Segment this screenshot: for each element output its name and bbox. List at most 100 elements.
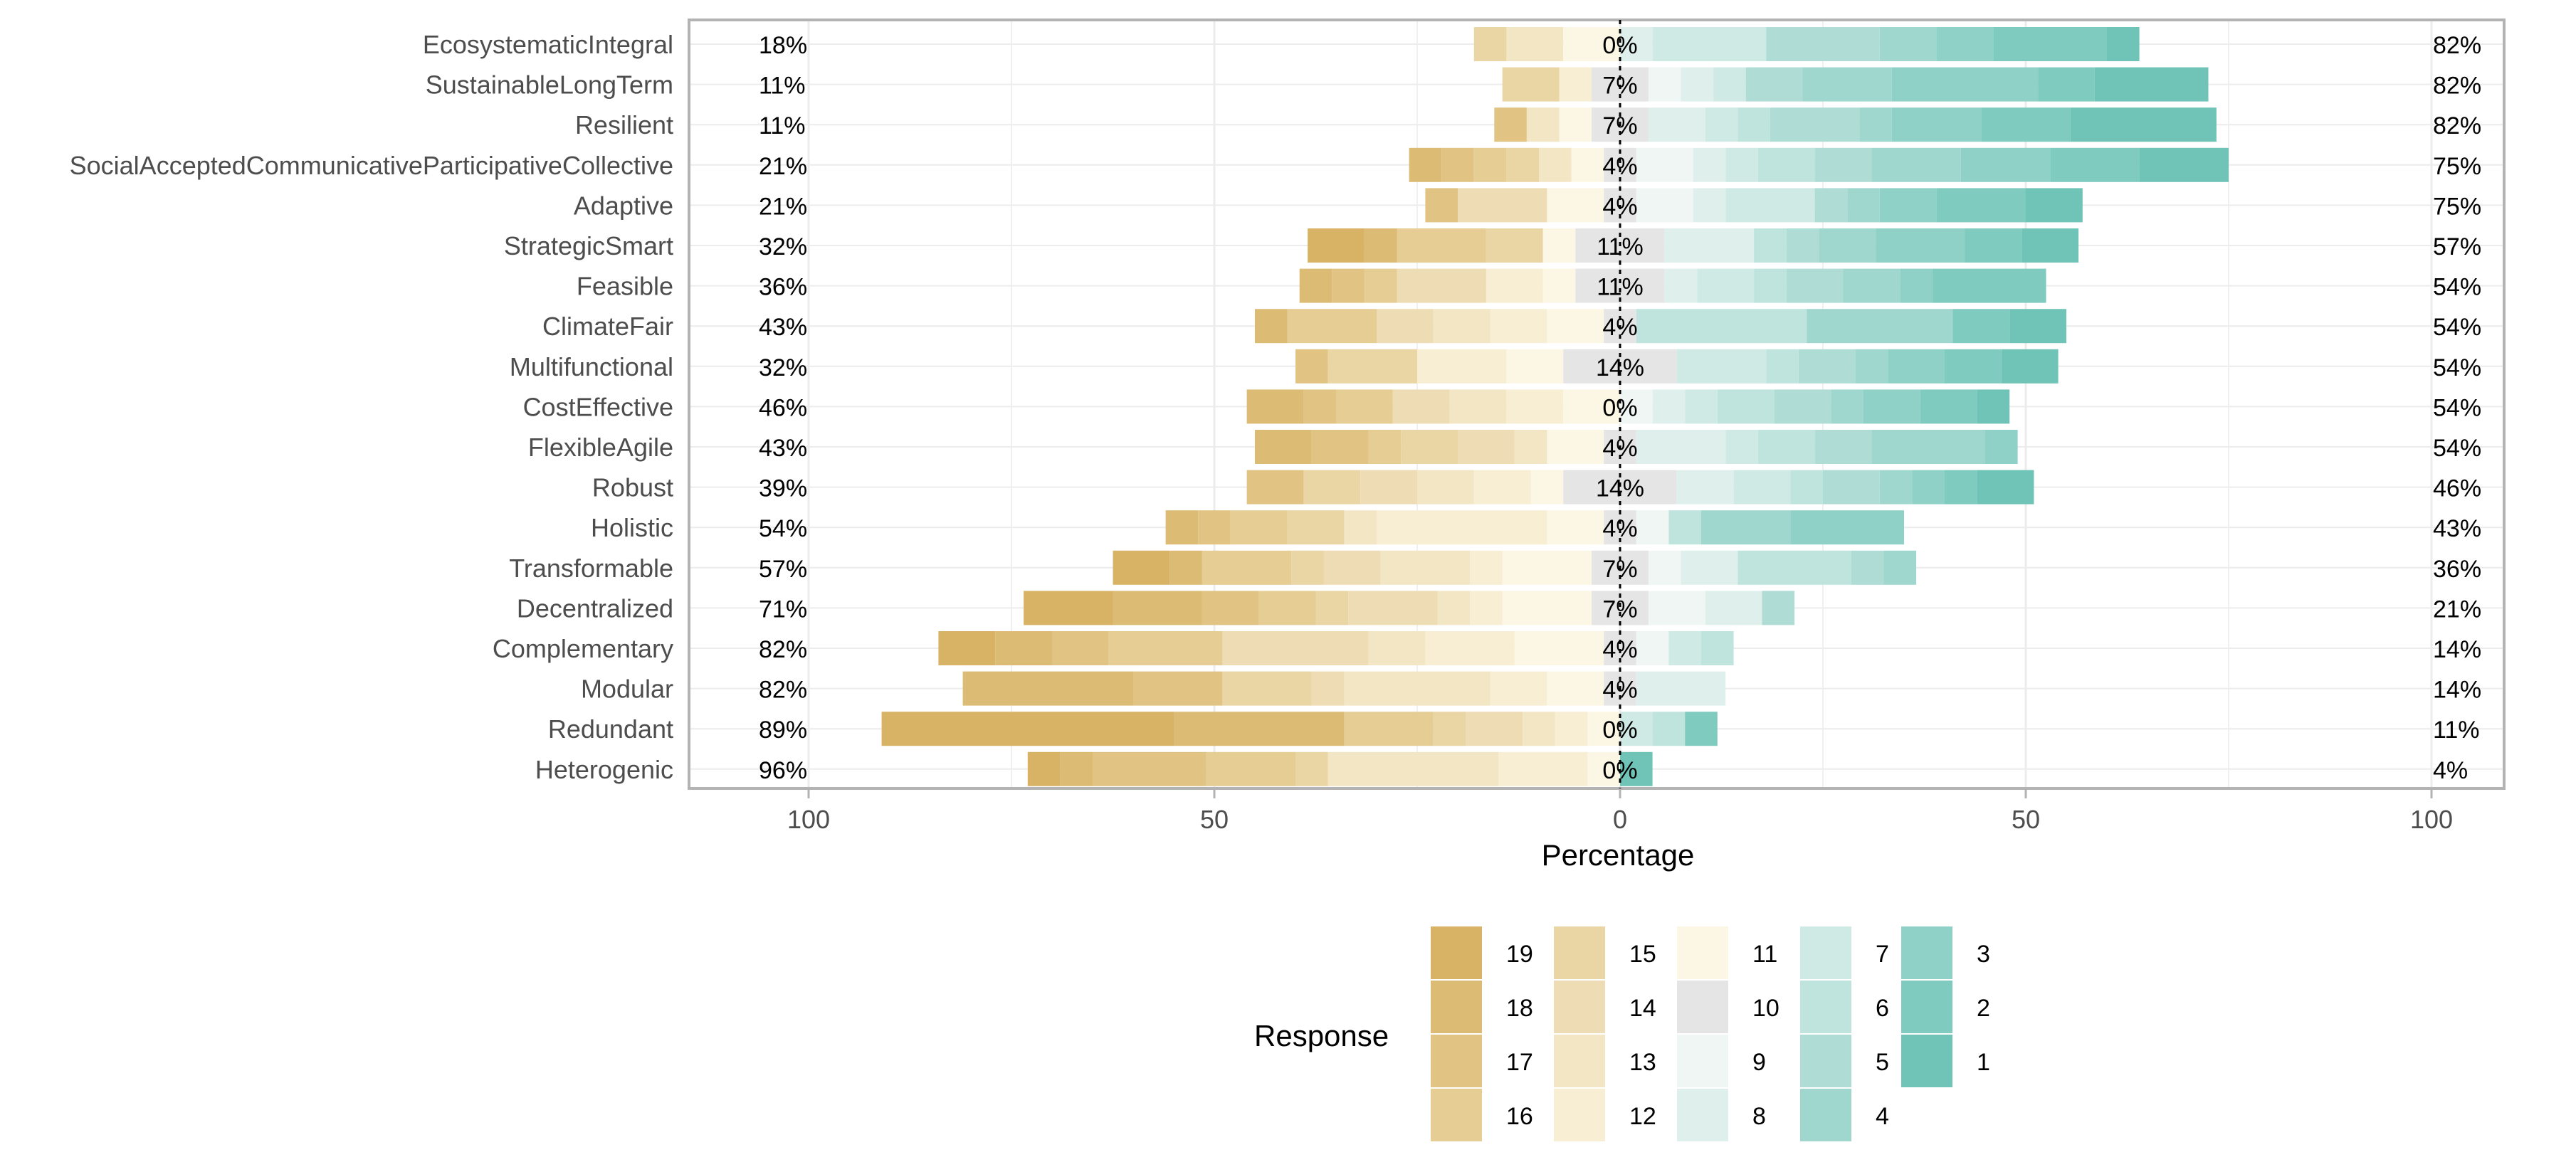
neutral-percent-label: 0% — [1602, 394, 1637, 421]
bar-segment-17 — [1093, 751, 1206, 786]
bar-segment-1 — [2001, 349, 2059, 384]
bar-segment-18 — [1165, 510, 1199, 545]
high-percent-label: 82% — [2433, 112, 2481, 139]
bar-segment-11 — [1547, 430, 1604, 464]
bar-segment-8 — [1705, 591, 1762, 625]
low-percent-label: 46% — [759, 394, 807, 421]
bar-segment-4 — [1871, 430, 1985, 464]
bar-segment-5 — [1851, 550, 1884, 585]
legend-key-12 — [1554, 1089, 1605, 1141]
bar-segment-7 — [1725, 430, 1758, 464]
low-percent-label: 39% — [759, 475, 807, 502]
bar-segment-18 — [995, 631, 1052, 665]
bar-segment-4 — [1843, 268, 1901, 303]
bar-segment-6 — [1636, 309, 1807, 344]
bar-segment-8 — [1664, 268, 1698, 303]
bar-segment-4 — [1701, 510, 1791, 545]
bar-segment-15 — [1287, 510, 1345, 545]
bar-segment-11 — [1547, 510, 1604, 545]
legend-key-16 — [1431, 1089, 1482, 1141]
category-label: SocialAcceptedCommunicativeParticipative… — [70, 151, 673, 180]
bar-segment-5 — [1762, 591, 1795, 625]
bar-segment-6 — [1754, 228, 1787, 263]
bar-segment-7 — [1652, 27, 1767, 61]
bar-segment-16 — [1368, 430, 1402, 464]
bar-segment-17 — [1198, 510, 1231, 545]
bar-segment-13 — [1368, 631, 1426, 665]
bar-segment-13 — [1328, 751, 1498, 786]
low-percent-label: 71% — [759, 596, 807, 623]
bar-segment-16 — [1202, 550, 1292, 585]
high-percent-label: 54% — [2433, 274, 2481, 301]
bar-segment-19 — [1113, 550, 1170, 585]
bar-segment-7 — [1685, 389, 1718, 424]
bar-segment-18 — [962, 671, 1133, 706]
x-tick-label: 100 — [2410, 805, 2453, 834]
bar-segment-2 — [1936, 188, 2026, 223]
bar-segment-4 — [1807, 309, 1953, 344]
legend-label: 7 — [1876, 941, 1889, 968]
bar-segment-16 — [1258, 591, 1316, 625]
low-percent-label: 57% — [759, 556, 807, 583]
legend-label: 13 — [1629, 1049, 1656, 1076]
bar-segment-2 — [2050, 147, 2140, 182]
bar-segment-2 — [1920, 389, 1977, 424]
high-percent-label: 54% — [2433, 435, 2481, 462]
bar-segment-16 — [1287, 309, 1377, 344]
neutral-percent-label: 4% — [1602, 515, 1637, 542]
bar-segment-15 — [1222, 671, 1312, 706]
bar-segment-8 — [1664, 228, 1755, 263]
legend-key-9 — [1677, 1035, 1728, 1087]
legend-label: 17 — [1506, 1049, 1533, 1076]
bar-segment-1 — [2026, 188, 2083, 223]
bar-segment-3 — [1900, 268, 1933, 303]
bar-segment-8 — [1648, 107, 1705, 142]
neutral-percent-label: 4% — [1602, 435, 1637, 462]
bar-segment-14 — [1311, 671, 1345, 706]
bar-segment-11 — [1587, 751, 1620, 786]
bar-segment-5 — [1823, 470, 1880, 505]
bar-segment-16 — [1344, 712, 1434, 746]
bar-segment-7 — [1676, 349, 1767, 384]
bar-segment-8 — [1652, 389, 1686, 424]
high-percent-label: 14% — [2433, 636, 2481, 663]
bar-segment-16 — [1473, 147, 1507, 182]
bar-segment-7 — [1713, 67, 1746, 102]
bar-segment-1 — [2139, 147, 2229, 182]
bar-segment-8 — [1636, 671, 1726, 706]
bar-segment-18 — [1113, 591, 1202, 625]
bar-segment-9 — [1648, 591, 1705, 625]
legend-key-11 — [1677, 926, 1728, 979]
bar-segment-4 — [1802, 67, 1892, 102]
neutral-percent-label: 0% — [1602, 32, 1637, 59]
low-percent-label: 21% — [759, 153, 807, 180]
bar-segment-18 — [1255, 309, 1288, 344]
bar-segment-13 — [1506, 27, 1564, 61]
low-percent-label: 32% — [759, 233, 807, 260]
bar-segment-15 — [1401, 430, 1458, 464]
bar-segment-8 — [1693, 147, 1726, 182]
low-percent-label: 21% — [759, 193, 807, 220]
legend-key-8 — [1677, 1089, 1728, 1141]
high-percent-label: 46% — [2433, 475, 2481, 502]
bar-segment-17 — [1425, 188, 1458, 223]
bar-segment-4 — [1871, 147, 1961, 182]
bar-segment-15 — [1295, 751, 1328, 786]
bar-segment-3 — [1879, 188, 1937, 223]
high-percent-label: 43% — [2433, 515, 2481, 542]
bar-segment-4 — [1879, 470, 1913, 505]
bar-segment-9 — [1648, 67, 1681, 102]
bar-segment-17 — [1311, 430, 1369, 464]
neutral-percent-label: 0% — [1602, 717, 1637, 744]
bar-segment-8 — [1676, 470, 1734, 505]
bar-segment-18 — [1169, 550, 1202, 585]
bar-segment-13 — [1380, 550, 1471, 585]
bar-segment-7 — [1668, 631, 1701, 665]
bar-segment-1 — [2107, 27, 2140, 61]
bar-segment-12 — [1490, 671, 1547, 706]
bar-segment-5 — [1798, 349, 1856, 384]
low-percent-label: 82% — [759, 677, 807, 704]
category-label: Redundant — [548, 714, 673, 744]
bar-segment-2 — [1945, 470, 1977, 505]
bar-segment-4 — [1855, 349, 1888, 384]
